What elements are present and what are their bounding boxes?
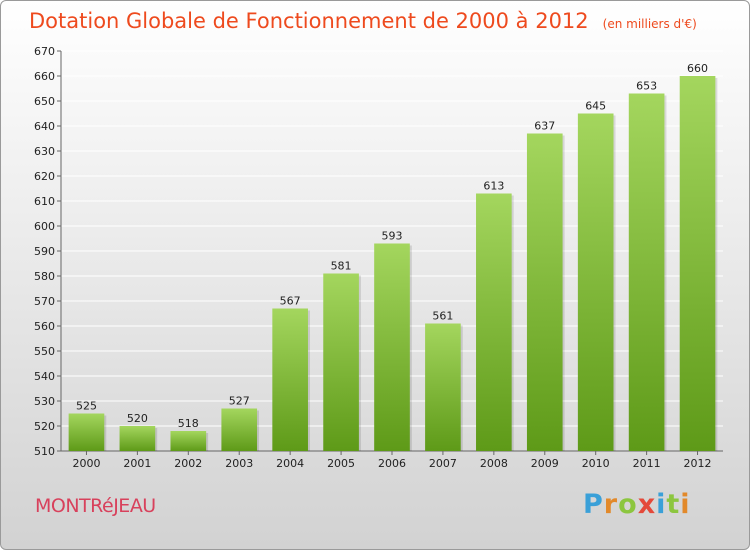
bar-2003 [221,408,258,451]
bar-2008 [476,193,512,451]
bar-2010 [577,113,614,451]
logo-letter: o [618,489,638,520]
x-tick-label: 2001 [123,457,151,470]
y-tick-label: 640 [34,120,55,133]
y-tick-label: 510 [34,445,55,458]
x-tick-label: 2002 [174,457,202,470]
data-label: 518 [178,417,199,430]
data-label: 581 [331,260,352,273]
labels: 525 2000 520 2001 518 2002 527 2003 567 2004 581 20… [72,62,711,470]
y-tick-label: 550 [34,345,55,358]
y-tick-label: 540 [34,370,55,383]
chart-title-text: Dotation Globale de Fonctionnement de 20… [29,9,589,33]
x-tick-label: 2007 [429,457,457,470]
y-tick-label: 600 [34,220,55,233]
x-tick-label: 2005 [327,457,355,470]
x-tick-label: 2010 [582,457,610,470]
y-tick-label: 670 [34,45,55,58]
proxiti-logo[interactable]: Proxiti [583,489,691,520]
x-tick-label: 2003 [225,457,253,470]
commune-name: MONTRéJEAU [35,495,156,517]
y-tick-label: 590 [34,245,55,258]
bar-2000 [68,413,105,451]
y-tick-label: 580 [34,270,55,283]
x-tick-label: 2012 [684,457,712,470]
x-tick-label: 2000 [72,457,100,470]
data-label: 645 [585,100,606,113]
chart-title: Dotation Globale de Fonctionnement de 20… [29,9,697,33]
y-tick-label: 530 [34,395,55,408]
data-label: 567 [280,295,301,308]
data-label: 593 [382,230,403,243]
bar-2009 [526,133,563,451]
logo-letter: i [680,489,691,520]
bar-2001 [119,426,156,451]
data-label: 660 [687,62,708,75]
y-tick-label: 520 [34,420,55,433]
bar-2004 [272,308,308,451]
y-tick-label: 650 [34,95,55,108]
data-label: 653 [636,80,657,93]
data-label: 527 [229,395,250,408]
bar-2007 [425,323,461,451]
x-tick-label: 2004 [276,457,304,470]
bar-2012 [679,76,716,451]
y-tick-label: 570 [34,295,55,308]
bar-2005 [323,273,359,451]
y-tick-label: 620 [34,170,55,183]
logo-letter: t [666,489,681,520]
data-label: 561 [432,310,453,323]
logo-letter: i [656,489,667,520]
data-label: 637 [534,120,555,133]
y-tick-label: 630 [34,145,55,158]
bar-2011 [628,93,665,451]
y-tick-label: 560 [34,320,55,333]
data-label: 520 [127,412,148,425]
chart-subtitle: (en milliers d'€) [602,17,697,31]
logo-letter: x [637,489,657,520]
y-tick-label: 610 [34,195,55,208]
bars [68,76,718,451]
y-tick-label: 660 [34,70,55,83]
x-tick-label: 2006 [378,457,406,470]
data-label: 525 [76,400,97,413]
x-tick-label: 2011 [633,457,661,470]
x-tick-label: 2008 [480,457,508,470]
logo-letter: P [583,489,604,520]
logo-letter: r [603,489,619,520]
bar-2006 [374,243,410,451]
x-tick-label: 2009 [531,457,559,470]
bar-2002 [170,431,207,451]
data-label: 613 [483,180,504,193]
